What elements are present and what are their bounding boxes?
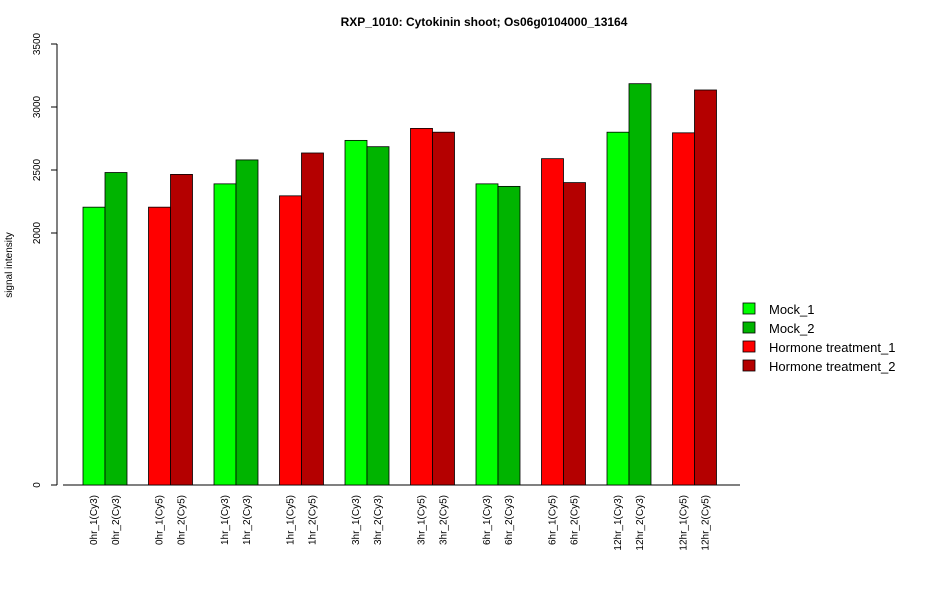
bar	[672, 132, 695, 486]
x-tick-label: 1hr_1(Cy5)	[286, 495, 297, 545]
y-tick-label: 3000	[32, 95, 43, 118]
bar	[410, 128, 433, 486]
x-tick-label: 0hr_1(Cy3)	[89, 495, 100, 545]
bar	[235, 159, 259, 486]
x-tick-label: 12hr_1(Cy5)	[679, 495, 690, 551]
legend-label: Hormone treatment_2	[769, 359, 895, 374]
x-tick-label: 1hr_1(Cy3)	[220, 495, 231, 545]
x-tick-label: 6hr_2(Cy5)	[570, 495, 581, 545]
chart-title: RXP_1010: Cytokinin shoot; Os06g0104000_…	[341, 15, 628, 29]
bar	[432, 131, 455, 486]
x-tick-label: 12hr_2(Cy3)	[635, 495, 646, 551]
bar	[606, 131, 630, 486]
y-axis-label: signal intensity	[4, 232, 15, 298]
x-tick-label: 1hr_2(Cy5)	[308, 495, 319, 545]
x-tick-label: 12hr_2(Cy5)	[701, 495, 712, 551]
legend-swatch	[742, 302, 756, 315]
bar	[104, 172, 128, 486]
x-tick-label: 3hr_2(Cy5)	[439, 495, 450, 545]
y-tick-label: 3500	[32, 32, 43, 55]
bar	[170, 174, 193, 486]
y-tick-label: 2500	[32, 158, 43, 181]
x-tick-label: 3hr_1(Cy5)	[417, 495, 428, 545]
x-tick-label: 12hr_1(Cy3)	[613, 495, 624, 551]
bar	[541, 158, 564, 486]
bars-layer	[82, 83, 717, 486]
legend-swatch	[742, 321, 756, 334]
bar	[497, 185, 521, 486]
x-tick-label: 3hr_1(Cy3)	[351, 495, 362, 545]
x-tick-label: 6hr_1(Cy5)	[548, 495, 559, 545]
x-tick-label: 0hr_2(Cy3)	[111, 495, 122, 545]
bar	[628, 83, 652, 486]
y-tick-label: 0	[32, 482, 43, 488]
x-tick-label: 1hr_2(Cy3)	[242, 495, 253, 545]
x-tick-labels: 0hr_1(Cy3) 0hr_2(Cy3) 0hr_1(Cy5) 0hr_2(Cy5)…	[89, 495, 712, 551]
bar	[344, 139, 368, 486]
bar	[563, 182, 586, 486]
legend-label: Mock_2	[769, 321, 815, 336]
bar	[213, 183, 237, 486]
bar	[475, 183, 499, 486]
y-tick-label: 2000	[32, 221, 43, 244]
x-tick-label: 0hr_2(Cy5)	[177, 495, 188, 545]
x-tick-label: 0hr_1(Cy5)	[155, 495, 166, 545]
bar	[148, 206, 171, 486]
x-tick-label: 6hr_1(Cy3)	[482, 495, 493, 545]
bar	[694, 89, 717, 486]
legend-label: Mock_1	[769, 302, 815, 317]
legend: Mock_1 Mock_2 Hormone treatment_1 Hormone t…	[742, 302, 895, 374]
x-tick-label: 6hr_2(Cy3)	[504, 495, 515, 545]
bar	[82, 206, 106, 486]
x-tick-label: 3hr_2(Cy3)	[373, 495, 384, 545]
bar	[279, 195, 302, 486]
legend-swatch	[742, 340, 756, 353]
legend-label: Hormone treatment_1	[769, 340, 895, 355]
bar	[366, 146, 390, 486]
bar	[301, 152, 324, 486]
legend-swatch	[742, 359, 756, 372]
